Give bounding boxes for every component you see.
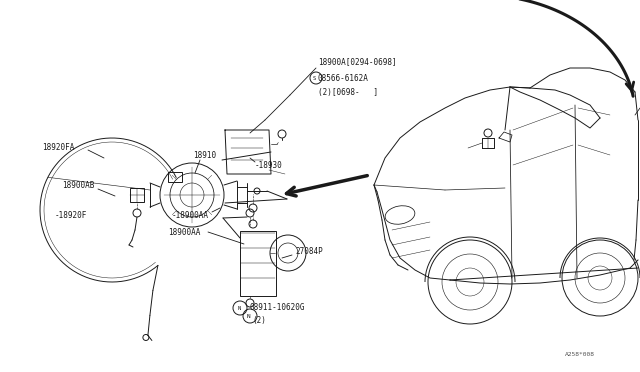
Text: 18910: 18910: [193, 151, 216, 160]
Text: 18900A[0294-0698]: 18900A[0294-0698]: [318, 58, 397, 67]
Text: 18900AA: 18900AA: [168, 228, 200, 237]
Text: -18900AA: -18900AA: [172, 211, 209, 219]
Text: S: S: [313, 76, 316, 80]
Text: 08566-6162A: 08566-6162A: [318, 74, 369, 83]
Text: -18930: -18930: [255, 160, 283, 170]
Text: 18920FA: 18920FA: [42, 142, 74, 151]
Bar: [130, 188, 144, 202]
Text: -18920F: -18920F: [55, 211, 88, 219]
Text: 08911-10620G: 08911-10620G: [250, 304, 305, 312]
Text: N: N: [247, 314, 251, 318]
Text: 18900AB: 18900AB: [62, 180, 94, 189]
Bar: [168, 172, 182, 182]
Text: N: N: [238, 305, 241, 311]
Text: (2): (2): [252, 315, 266, 324]
Text: (2)[0698-   ]: (2)[0698- ]: [318, 87, 378, 96]
Text: 27084P: 27084P: [295, 247, 323, 257]
Text: A258*008: A258*008: [565, 352, 595, 356]
Bar: [240, 231, 276, 296]
